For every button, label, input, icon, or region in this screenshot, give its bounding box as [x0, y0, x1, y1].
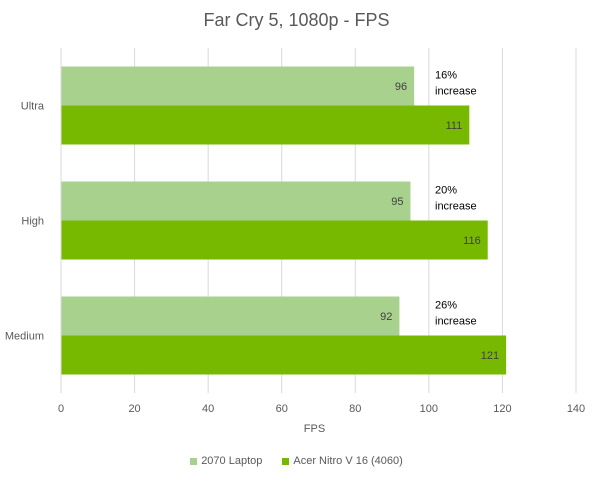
bar-value-label: 92	[380, 311, 392, 323]
legend-label-series-1: 2070 Laptop	[201, 455, 263, 467]
y-category-label: Ultra	[21, 101, 45, 113]
bar-series-2	[61, 335, 507, 375]
legend-swatch-series-1	[190, 457, 198, 465]
x-tick-label: 40	[202, 403, 214, 415]
annotation-percent: 26%	[435, 300, 457, 312]
bar-series-2	[61, 220, 488, 260]
bar-series-1	[61, 181, 411, 221]
annotation-text: increase	[435, 86, 477, 98]
legend-item-series-1: 2070 Laptop	[190, 455, 262, 467]
x-tick-label: 0	[58, 403, 64, 415]
bar-value-label: 96	[395, 81, 407, 93]
legend-item-series-2: Acer Nitro V 16 (4060)	[282, 455, 403, 467]
legend-label-series-2: Acer Nitro V 16 (4060)	[293, 455, 403, 467]
x-tick-label: 20	[128, 403, 140, 415]
x-tick-label: 120	[493, 403, 511, 415]
y-category-label: Medium	[5, 331, 44, 343]
bar-series-1	[61, 66, 415, 106]
annotation-text: increase	[435, 316, 477, 328]
bar-series-1	[61, 296, 400, 336]
bar-value-label: 95	[391, 196, 403, 208]
bar-value-label: 121	[481, 350, 499, 362]
chart-legend: 2070 Laptop Acer Nitro V 16 (4060)	[0, 455, 593, 467]
x-tick-label: 140	[567, 403, 585, 415]
annotation-percent: 20%	[435, 185, 457, 197]
annotation-text: increase	[435, 201, 477, 213]
chart-title: Far Cry 5, 1080p - FPS	[203, 10, 390, 30]
x-tick-label: 60	[276, 403, 288, 415]
bar-value-label: 111	[446, 120, 463, 132]
x-tick-label: 100	[420, 403, 438, 415]
y-category-label: High	[21, 216, 44, 228]
bar-value-label: 116	[463, 235, 481, 247]
x-tick-label: 80	[349, 403, 361, 415]
annotation-percent: 16%	[435, 70, 457, 82]
legend-swatch-series-2	[282, 457, 290, 465]
bar-series-2	[61, 105, 470, 145]
x-axis-title: FPS	[304, 423, 325, 435]
